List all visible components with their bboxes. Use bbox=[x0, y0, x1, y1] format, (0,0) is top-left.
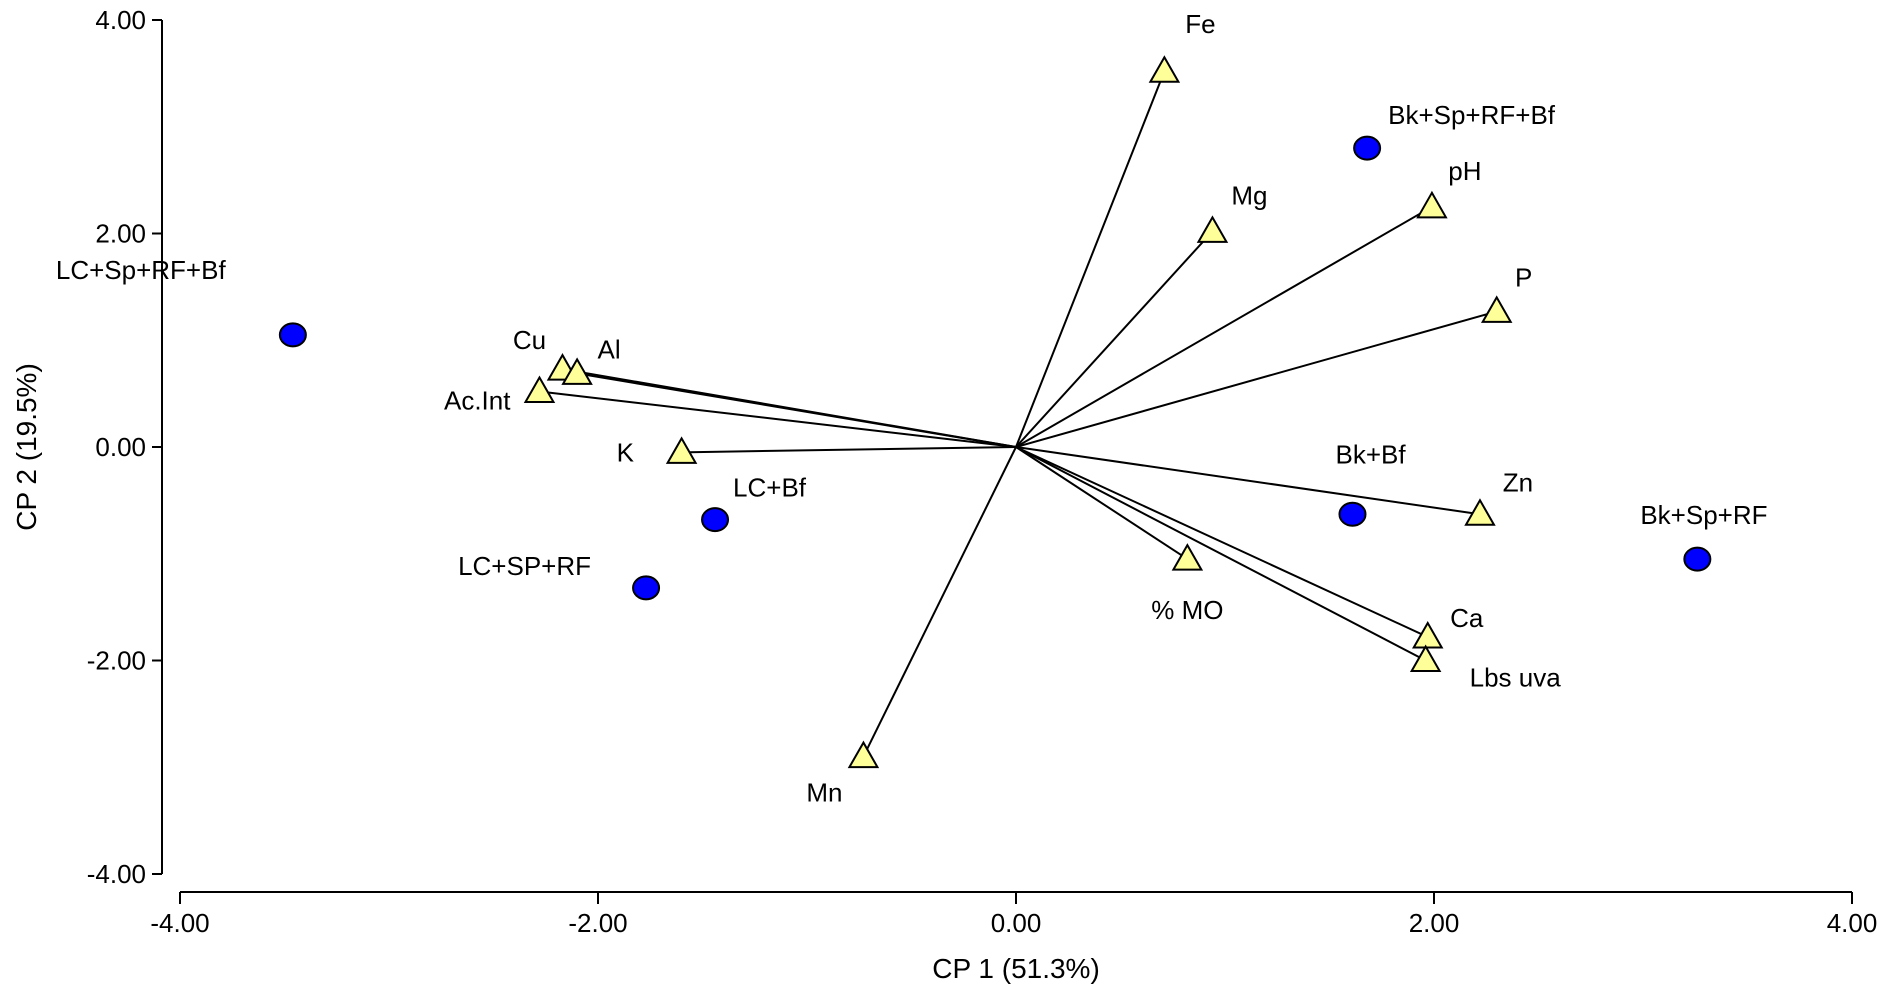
axes bbox=[161, 20, 1852, 893]
loading-vector bbox=[539, 390, 1017, 448]
y-axis-title: CP 2 (19.5%) bbox=[11, 363, 42, 531]
variable-label: Lbs uva bbox=[1470, 663, 1562, 693]
treatment-point bbox=[1353, 135, 1382, 161]
loading-vector bbox=[576, 372, 1017, 448]
variable-label: Cu bbox=[513, 325, 546, 355]
variable-triangle-marker bbox=[1171, 543, 1204, 571]
point-labels: Fe Mg pH P Cu Al Ac.Int K Zn % MO Ca Lbs uva Mn LC+Sp… bbox=[56, 9, 1768, 807]
variable-label: pH bbox=[1448, 156, 1481, 186]
variable-markers bbox=[523, 55, 1513, 769]
variable-label: Ac.Int bbox=[444, 385, 511, 415]
variable-triangle-marker bbox=[1416, 190, 1448, 219]
variable-triangle-marker bbox=[847, 740, 880, 769]
loading-vector bbox=[862, 446, 1017, 758]
treatment-point bbox=[701, 507, 730, 533]
variable-triangle-marker bbox=[1409, 644, 1442, 672]
loading-vector bbox=[681, 446, 1017, 454]
loading-vector bbox=[1015, 70, 1166, 448]
variable-triangle-marker bbox=[1148, 55, 1181, 83]
x-ticks: -4.00 -2.00 0.00 2.00 4.00 bbox=[150, 892, 1877, 938]
loading-vector bbox=[1015, 205, 1433, 448]
y-tick-label: -4.00 bbox=[87, 859, 146, 889]
y-tick-label: 0.00 bbox=[95, 432, 146, 462]
variable-label: Ca bbox=[1450, 603, 1484, 633]
x-tick-label: -2.00 bbox=[568, 908, 627, 938]
variable-triangle-marker bbox=[561, 357, 593, 385]
loading-vector bbox=[1015, 230, 1214, 448]
variable-triangle-marker bbox=[1480, 295, 1513, 323]
variable-label: Fe bbox=[1185, 9, 1215, 39]
variable-triangle-marker bbox=[1412, 620, 1444, 649]
loading-vector bbox=[1015, 310, 1497, 448]
treatment-label: LC+Sp+RF+Bf bbox=[56, 255, 227, 285]
treatment-label: LC+SP+RF bbox=[458, 551, 591, 581]
treatment-label: Bk+Sp+RF bbox=[1640, 500, 1767, 530]
variable-triangle-marker bbox=[1464, 498, 1496, 526]
variable-triangle-marker bbox=[665, 436, 698, 464]
variable-label: Al bbox=[598, 334, 621, 364]
loading-vector bbox=[1015, 446, 1188, 560]
x-tick-label: 4.00 bbox=[1827, 908, 1878, 938]
treatment-markers bbox=[278, 135, 1712, 601]
loading-vector bbox=[1015, 446, 1481, 516]
x-tick-label: -4.00 bbox=[150, 908, 209, 938]
treatment-label: Bk+Bf bbox=[1335, 439, 1406, 469]
loading-vectors bbox=[539, 70, 1497, 758]
variable-triangle-marker bbox=[1196, 215, 1229, 243]
variable-label: % MO bbox=[1151, 595, 1223, 625]
treatment-point bbox=[278, 322, 307, 348]
x-tick-label: 0.00 bbox=[991, 908, 1042, 938]
variable-label: K bbox=[617, 437, 635, 467]
variable-label: Mn bbox=[806, 778, 842, 808]
treatment-label: Bk+Sp+RF+Bf bbox=[1388, 100, 1556, 130]
y-ticks: -4.00 -2.00 0.00 2.00 4.00 bbox=[87, 5, 162, 889]
x-axis-title: CP 1 (51.3%) bbox=[932, 953, 1100, 984]
y-tick-label: 4.00 bbox=[95, 5, 146, 35]
y-tick-label: 2.00 bbox=[95, 219, 146, 249]
treatment-point bbox=[1683, 546, 1712, 572]
variable-label: Mg bbox=[1231, 180, 1267, 210]
treatment-point bbox=[632, 575, 661, 601]
treatment-point bbox=[1338, 501, 1367, 527]
variable-label: P bbox=[1515, 262, 1532, 292]
y-tick-label: -2.00 bbox=[87, 646, 146, 676]
loading-vector bbox=[1015, 446, 1427, 662]
loading-vector bbox=[1015, 446, 1429, 638]
treatment-label: LC+Bf bbox=[733, 473, 807, 503]
variable-label: Zn bbox=[1503, 467, 1533, 497]
variable-triangle-marker bbox=[523, 375, 556, 403]
x-tick-label: 2.00 bbox=[1409, 908, 1460, 938]
